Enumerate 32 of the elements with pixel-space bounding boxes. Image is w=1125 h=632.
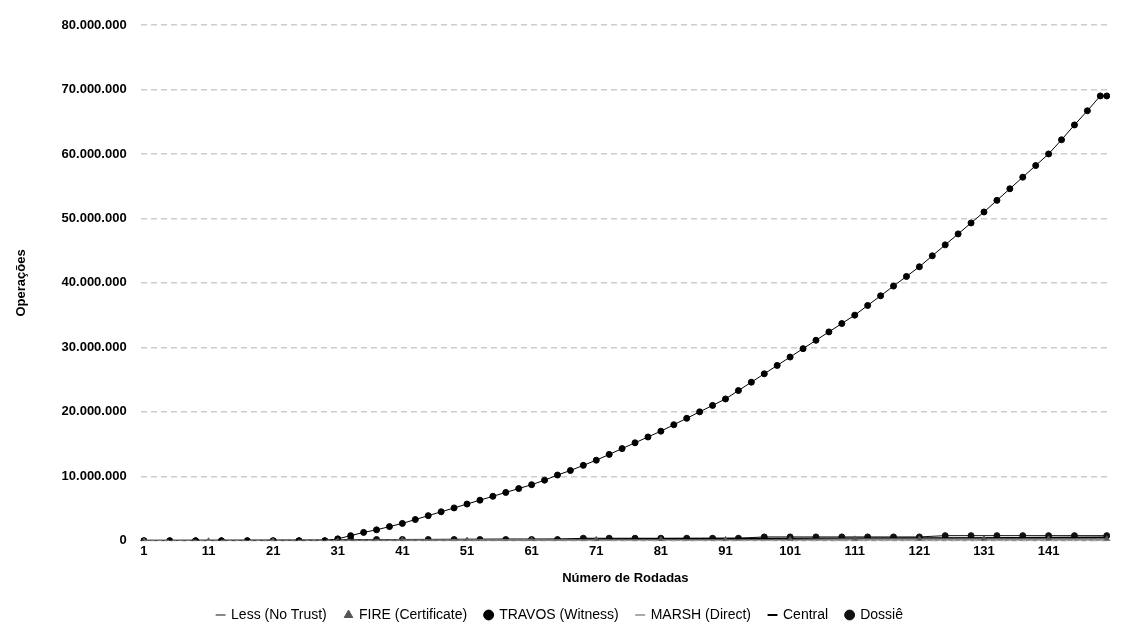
x-tick-label: 71: [589, 543, 604, 559]
x-axis-title: Número de Rodadas: [562, 569, 689, 585]
y-tick-label: 50.000.000: [61, 210, 127, 225]
legend-label: TRAVOS (Witness): [499, 605, 619, 622]
x-tick-label: 81: [653, 543, 669, 559]
y-tick-label: 70.000.000: [61, 81, 127, 97]
legend-label: Dossiê: [860, 605, 904, 622]
x-tick-label: 21: [265, 543, 281, 559]
x-tick-label: 1: [140, 543, 148, 559]
x-tick-label: 31: [330, 543, 345, 559]
y-tick-label: 20.000.000: [61, 403, 127, 419]
y-axis-title: Operações: [13, 249, 29, 317]
x-tick-label: 51: [459, 543, 475, 559]
y-tick-label: 60.000.000: [61, 145, 127, 161]
x-tick-label: 41: [395, 543, 410, 559]
x-tick-label: 111: [844, 543, 865, 559]
x-tick-label: 101: [779, 543, 801, 559]
legend-label: MARSH (Direct): [650, 605, 752, 622]
legend-label: Central: [783, 605, 829, 622]
y-tick-label: 40.000.000: [61, 274, 127, 290]
x-tick-label: 141: [1037, 543, 1060, 559]
legend-label: Less (No Trust): [231, 605, 327, 622]
x-tick-label: 61: [524, 543, 539, 559]
y-tick-label: 80.000.000: [61, 16, 127, 32]
x-tick-label: 11: [201, 543, 216, 559]
legend-label: FIRE (Certificate): [359, 605, 468, 622]
y-tick-label: 0: [119, 532, 127, 548]
x-tick-label: 121: [908, 543, 931, 559]
x-tick-label: 91: [718, 543, 733, 559]
x-tick-label: 131: [973, 543, 995, 559]
y-tick-label: 30.000.000: [61, 338, 127, 354]
y-tick-label: 10.000.000: [61, 467, 127, 483]
